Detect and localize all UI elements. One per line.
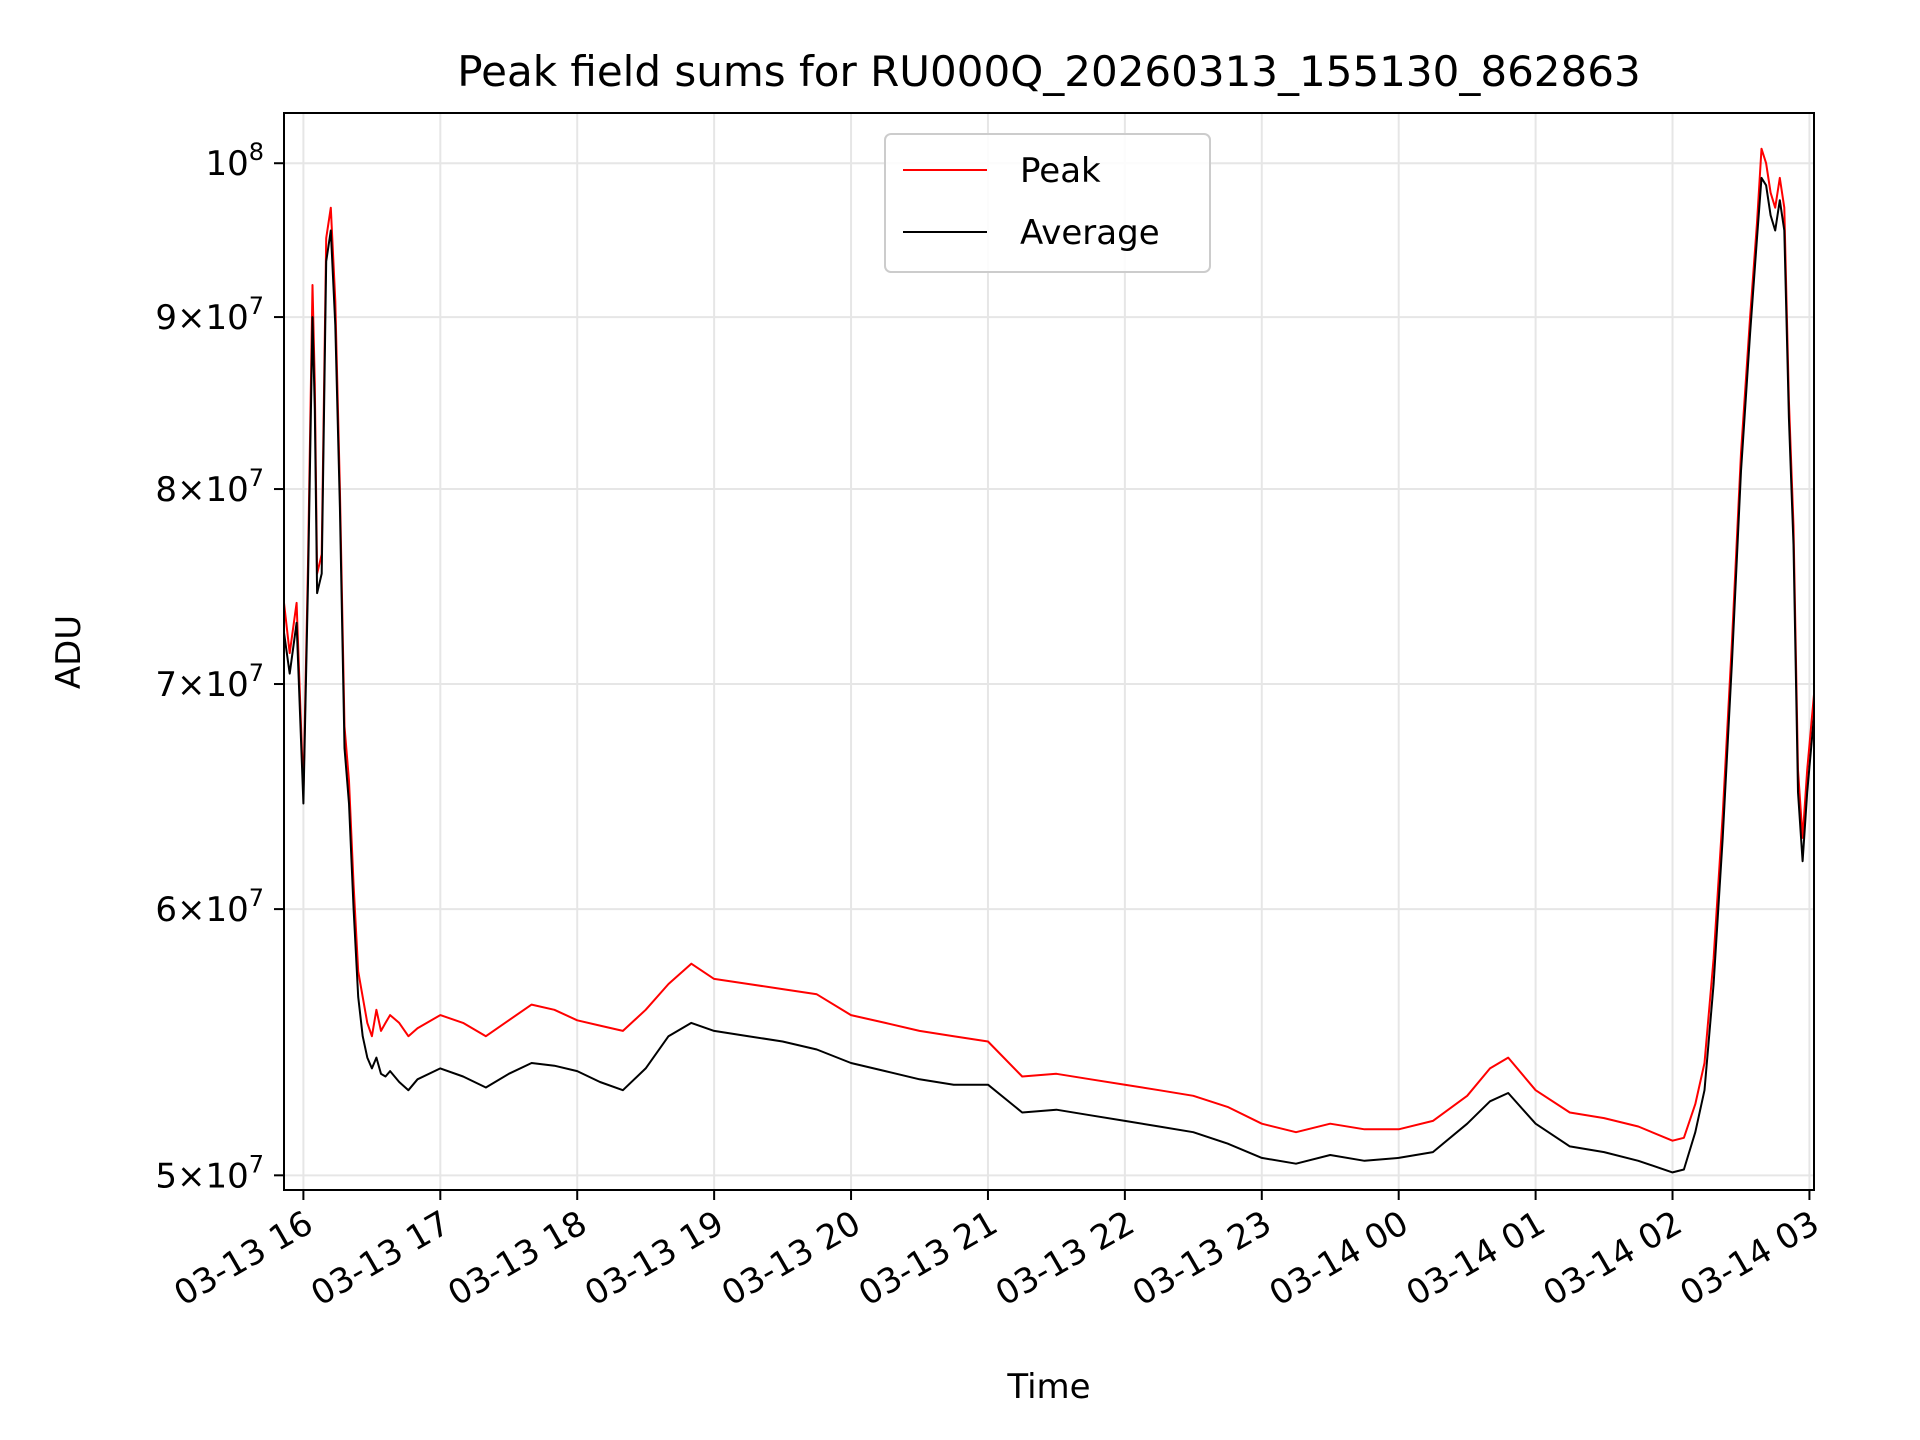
y-tick-label: 8×107	[155, 464, 264, 510]
series-layer	[284, 147, 1814, 1174]
y-axis-title: ADU	[49, 615, 89, 689]
legend-label-average: Average	[1020, 213, 1160, 253]
y-tick-label: 7×107	[155, 659, 264, 705]
legend: Peak Average	[884, 133, 1211, 273]
y-axis: 5×107 6×107 7×107 8×107 9×107 108	[155, 138, 284, 1196]
y-tick-label: 6×107	[155, 884, 264, 930]
grid-lines	[284, 113, 1814, 1190]
legend-box	[884, 133, 1211, 273]
y-tick-label: 9×107	[155, 292, 264, 338]
y-tick-label: 5×107	[155, 1150, 264, 1196]
legend-label-peak: Peak	[1020, 151, 1101, 191]
chart-title: Peak field sums for RU000Q_20260313_1551…	[457, 47, 1640, 96]
x-axis-title: Time	[1006, 1367, 1090, 1407]
y-tick-label: 108	[205, 138, 264, 184]
plot-frame	[283, 112, 1815, 1191]
series-line-average	[284, 176, 1814, 1174]
